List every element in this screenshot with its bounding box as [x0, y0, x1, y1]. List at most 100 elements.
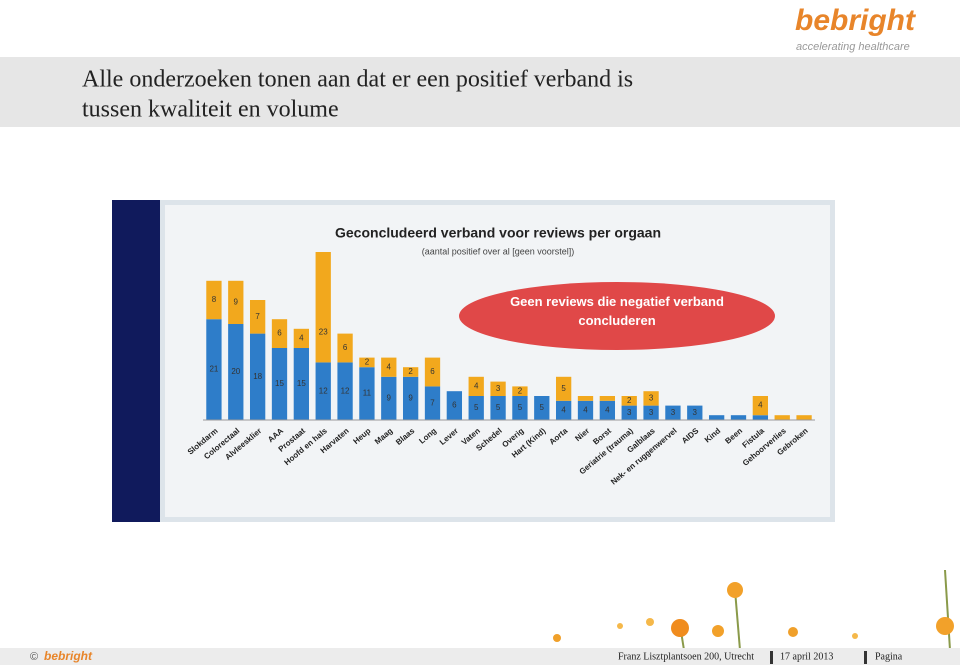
- bar-segment: [512, 396, 528, 420]
- bar-segment: [687, 405, 703, 420]
- bar-segment: [468, 396, 484, 420]
- value-label: 3: [496, 384, 501, 393]
- chart-subtitle: (aantal positief over al [geen voorstel]…: [422, 246, 575, 256]
- bar-segment: [381, 376, 397, 420]
- value-label: 11: [363, 389, 372, 398]
- bar-segment: [271, 348, 288, 420]
- bar-segment: [490, 396, 506, 420]
- value-label: 5: [561, 384, 566, 393]
- bar-segment: [796, 415, 812, 420]
- value-label: 4: [758, 401, 763, 410]
- bar-segment: [381, 357, 397, 377]
- value-label: 3: [649, 394, 654, 403]
- value-label: 3: [627, 408, 632, 417]
- bar-segment: [424, 357, 441, 387]
- value-label: 21: [209, 365, 218, 374]
- value-label: 3: [671, 408, 676, 417]
- footer-divider: [864, 651, 867, 664]
- value-label: 3: [693, 408, 698, 417]
- bar-segment: [665, 405, 681, 420]
- bar-segment: [293, 328, 310, 348]
- annotation-box: Geen reviews die negatief verband conclu…: [510, 294, 724, 328]
- bar-segment: [774, 415, 790, 420]
- value-label: 4: [387, 362, 392, 371]
- logo: bebright: [795, 4, 917, 37]
- value-label: 4: [561, 406, 566, 415]
- value-label: 4: [299, 334, 304, 343]
- bar-segment: [708, 415, 725, 420]
- bar-segment: [512, 386, 528, 396]
- value-label: 9: [408, 394, 413, 403]
- value-label: 8: [212, 295, 217, 304]
- value-label: 18: [253, 372, 262, 381]
- footer-logo: bebright: [44, 649, 93, 663]
- footer-band: [0, 648, 960, 665]
- value-label: 9: [387, 394, 392, 403]
- footer-page: Pagina: [875, 651, 903, 662]
- value-label: 12: [319, 386, 328, 395]
- bar-segment: [249, 300, 266, 334]
- bar-segment: [337, 362, 353, 420]
- value-label: 4: [605, 406, 610, 415]
- value-label: 6: [343, 343, 348, 352]
- bar-segment: [315, 362, 331, 420]
- bar-segment: [752, 396, 769, 416]
- bar-segment: [206, 319, 222, 420]
- chart-title: Geconcludeerd verband voor reviews per o…: [335, 225, 661, 241]
- bar-segment: [315, 252, 331, 363]
- bar-segment: [249, 333, 266, 420]
- bar-segment: [752, 415, 769, 420]
- bar-segment: [577, 396, 594, 401]
- value-label: 9: [234, 298, 239, 307]
- value-label: 4: [474, 382, 479, 391]
- bar-segment: [424, 386, 441, 420]
- footer-divider: [770, 651, 773, 664]
- footer-address: Franz Lisztplantsoen 200, Utrecht: [618, 651, 754, 662]
- bar-segment: [359, 367, 375, 420]
- footer-copyright: ©: [30, 651, 38, 663]
- bar-segment: [621, 396, 637, 406]
- slide-title: Alle onderzoeken tonen aan dat er een po…: [82, 67, 633, 93]
- value-label: 2: [365, 358, 370, 367]
- title-band: [0, 57, 960, 127]
- tagline: accelerating healthcare: [796, 41, 910, 53]
- bar-segment: [577, 400, 594, 420]
- bar-segment: [206, 280, 222, 320]
- value-label: 15: [275, 379, 284, 388]
- value-label: 5: [540, 403, 545, 412]
- bar-segment: [643, 391, 659, 406]
- value-label: 6: [430, 367, 435, 376]
- flowers: [553, 569, 954, 651]
- value-label: 12: [341, 386, 350, 395]
- bar-segment: [468, 376, 484, 396]
- footer-date: 17 april 2013: [780, 651, 833, 662]
- bar-segment: [337, 333, 353, 363]
- value-label: 2: [408, 367, 413, 376]
- bar-segment: [621, 405, 637, 420]
- value-label: 7: [430, 398, 435, 407]
- chart-strip: [112, 200, 160, 522]
- annotation: Geen reviews die negatief verband conclu…: [510, 294, 724, 328]
- bar-segment: [599, 396, 616, 401]
- bar-segment: [446, 391, 463, 420]
- value-label: 15: [297, 379, 306, 388]
- bar-segment: [730, 415, 747, 420]
- bar-segment: [555, 400, 572, 420]
- bar-segment: [599, 400, 616, 420]
- bar-segment: [534, 396, 550, 420]
- slide-title: tussen kwaliteit en volume: [82, 97, 339, 123]
- value-label: 20: [231, 367, 240, 376]
- bar-segment: [359, 357, 375, 368]
- value-label: 3: [649, 408, 654, 417]
- value-label: 4: [583, 406, 588, 415]
- bar-segment: [555, 376, 572, 401]
- bar-segment: [228, 324, 244, 420]
- bar-segment: [228, 280, 244, 324]
- value-label: 5: [496, 403, 501, 412]
- value-label: 2: [627, 396, 632, 405]
- value-label: 2: [518, 386, 523, 395]
- bar-segment: [490, 381, 506, 396]
- value-label: 6: [452, 401, 457, 410]
